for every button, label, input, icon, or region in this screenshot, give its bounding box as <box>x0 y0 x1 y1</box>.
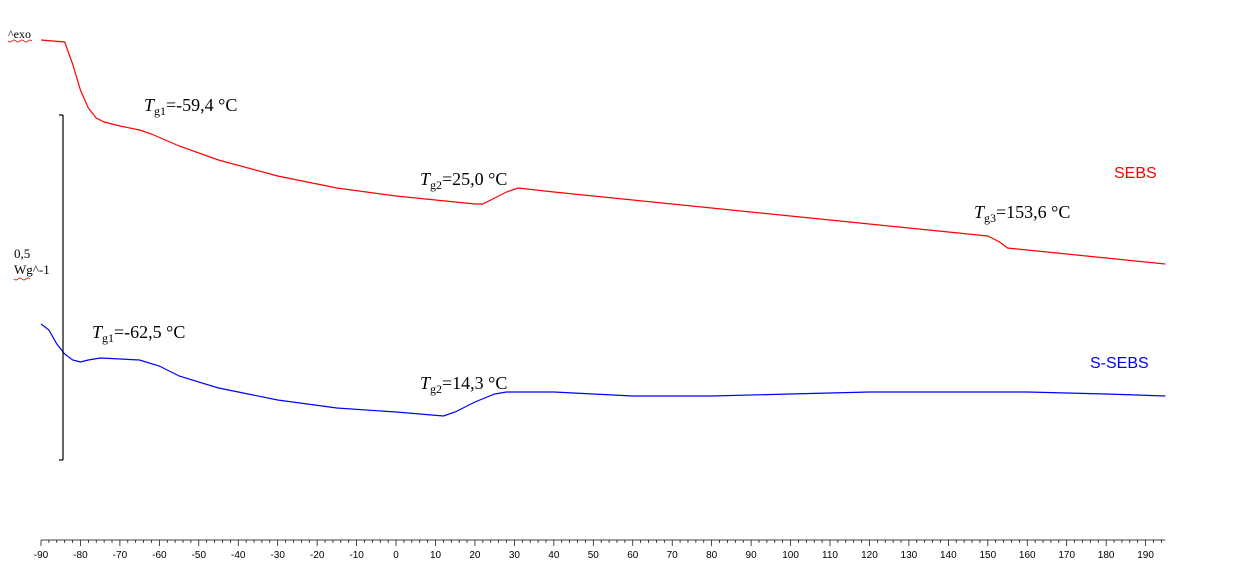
x-tick-label: -50 <box>192 550 207 561</box>
x-tick-label: 20 <box>469 550 481 561</box>
scale-bar-unit: Wg^-1 <box>14 262 50 277</box>
x-tick-label: -90 <box>34 550 49 561</box>
x-tick-label: 180 <box>1098 550 1115 561</box>
x-tick-label: -30 <box>270 550 285 561</box>
scale-bar-value: 0,5 <box>14 246 30 261</box>
sebs-tg1-annotation: Tg1=-59,4 °C <box>144 95 237 118</box>
x-tick-label: 40 <box>548 550 560 561</box>
x-tick-label: 10 <box>430 550 442 561</box>
x-tick-label: -40 <box>231 550 246 561</box>
x-tick-label: -80 <box>73 550 88 561</box>
x-tick-label: -20 <box>310 550 325 561</box>
unit-squiggle <box>13 277 31 281</box>
x-tick-label: 50 <box>588 550 600 561</box>
x-tick-label: 120 <box>861 550 878 561</box>
x-tick-label: -60 <box>152 550 167 561</box>
x-tick-label: 110 <box>822 550 838 561</box>
series-line-s-sebs <box>40 323 1166 417</box>
x-tick-label: 150 <box>979 550 996 561</box>
ssebs-tg1-annotation: Tg1=-62,5 °C <box>92 322 185 345</box>
x-axis: -90 -80 -70 -60 -50 -40 -30 -20 -10 0 10 20 30 40 50 60… <box>34 539 1166 561</box>
x-tick-label: 130 <box>901 550 918 561</box>
x-tick-label: 30 <box>509 550 521 561</box>
x-tick-label: 170 <box>1058 550 1075 561</box>
ssebs-tg2-annotation: Tg2=14,3 °C <box>420 373 507 396</box>
series-label-sebs: SEBS <box>1114 165 1157 182</box>
x-tick-label: 70 <box>667 550 679 561</box>
x-tick-label: 80 <box>706 550 718 561</box>
exo-label: ^exo <box>8 27 31 41</box>
x-tick-label: 0 <box>393 550 399 561</box>
x-tick-label: -10 <box>349 550 364 561</box>
series-line-sebs <box>40 39 1166 265</box>
x-tick-label: -70 <box>113 550 128 561</box>
series-layer <box>40 39 1166 417</box>
sebs-tg2-annotation: Tg2=25,0 °C <box>420 169 507 192</box>
x-tick-label: 190 <box>1137 550 1154 561</box>
x-tick-label: 60 <box>627 550 639 561</box>
x-tick-label: 160 <box>1019 550 1036 561</box>
x-tick-label: 100 <box>782 550 799 561</box>
series-label-s-sebs: S-SEBS <box>1090 355 1149 372</box>
x-tick-label: 90 <box>746 550 758 561</box>
exo-squiggle <box>7 39 33 43</box>
sebs-tg3-annotation: Tg3=153,6 °C <box>974 202 1070 225</box>
x-tick-label: 140 <box>940 550 957 561</box>
